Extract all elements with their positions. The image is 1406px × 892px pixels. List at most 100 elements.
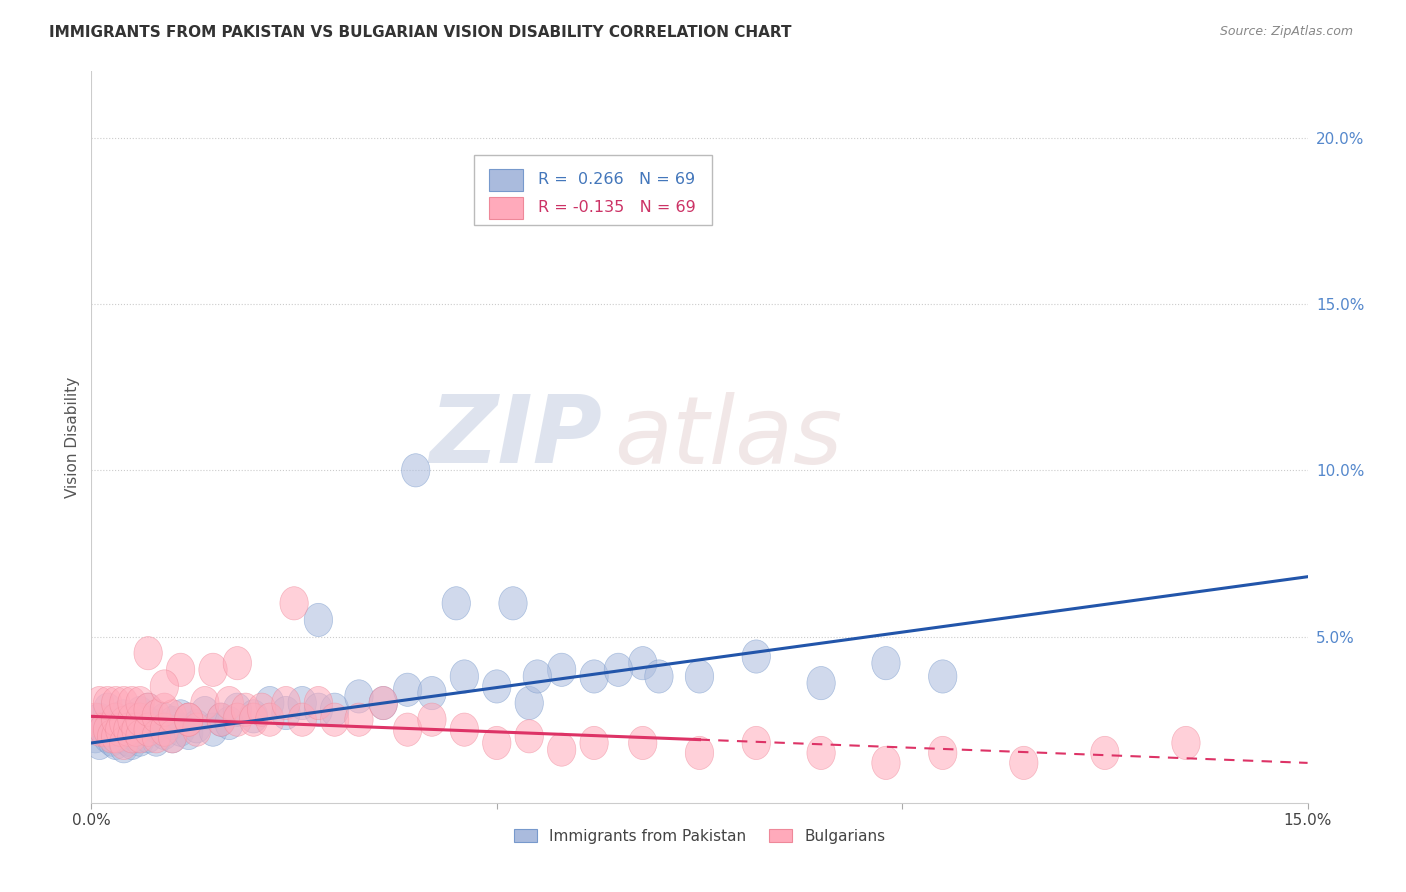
Ellipse shape [215, 706, 243, 739]
Ellipse shape [174, 703, 202, 736]
Ellipse shape [118, 703, 146, 736]
Ellipse shape [101, 703, 129, 736]
Ellipse shape [134, 693, 162, 726]
Ellipse shape [239, 703, 267, 736]
Y-axis label: Vision Disability: Vision Disability [65, 376, 80, 498]
Ellipse shape [82, 720, 110, 753]
Ellipse shape [579, 660, 609, 693]
Ellipse shape [105, 720, 134, 753]
Ellipse shape [402, 454, 430, 487]
Ellipse shape [441, 587, 471, 620]
Ellipse shape [872, 747, 900, 780]
Ellipse shape [127, 723, 155, 756]
Ellipse shape [742, 726, 770, 760]
Ellipse shape [418, 703, 446, 736]
Ellipse shape [134, 720, 162, 753]
Ellipse shape [90, 713, 118, 747]
Ellipse shape [523, 660, 551, 693]
Text: R =  0.266   N = 69: R = 0.266 N = 69 [537, 172, 695, 187]
Ellipse shape [101, 720, 129, 753]
Ellipse shape [1171, 726, 1201, 760]
Ellipse shape [110, 687, 138, 720]
Ellipse shape [231, 693, 260, 726]
Ellipse shape [101, 726, 129, 760]
Ellipse shape [191, 697, 219, 730]
Ellipse shape [928, 660, 957, 693]
Ellipse shape [872, 647, 900, 680]
Ellipse shape [928, 736, 957, 770]
Ellipse shape [247, 693, 276, 726]
Ellipse shape [394, 713, 422, 747]
Ellipse shape [93, 693, 122, 726]
Ellipse shape [224, 693, 252, 726]
Ellipse shape [288, 687, 316, 720]
Text: IMMIGRANTS FROM PAKISTAN VS BULGARIAN VISION DISABILITY CORRELATION CHART: IMMIGRANTS FROM PAKISTAN VS BULGARIAN VI… [49, 25, 792, 40]
Ellipse shape [159, 706, 187, 739]
Ellipse shape [198, 653, 228, 687]
Ellipse shape [645, 660, 673, 693]
Ellipse shape [1010, 747, 1038, 780]
Ellipse shape [207, 703, 235, 736]
Ellipse shape [271, 687, 299, 720]
Ellipse shape [127, 703, 155, 736]
Ellipse shape [174, 703, 202, 736]
Ellipse shape [174, 703, 202, 736]
Ellipse shape [82, 703, 110, 736]
Ellipse shape [90, 713, 118, 747]
Ellipse shape [191, 687, 219, 720]
FancyBboxPatch shape [489, 169, 523, 191]
Ellipse shape [394, 673, 422, 706]
Ellipse shape [807, 666, 835, 699]
Ellipse shape [114, 723, 142, 756]
Ellipse shape [166, 653, 195, 687]
Ellipse shape [150, 713, 179, 747]
Ellipse shape [579, 726, 609, 760]
Ellipse shape [370, 687, 398, 720]
Ellipse shape [134, 637, 162, 670]
Ellipse shape [127, 720, 155, 753]
Ellipse shape [174, 716, 202, 749]
Text: R = -0.135   N = 69: R = -0.135 N = 69 [537, 200, 696, 215]
Ellipse shape [114, 713, 142, 747]
Ellipse shape [134, 713, 162, 747]
Ellipse shape [224, 703, 252, 736]
Ellipse shape [304, 687, 333, 720]
Ellipse shape [110, 699, 138, 733]
Ellipse shape [101, 687, 129, 720]
Ellipse shape [166, 699, 195, 733]
Ellipse shape [547, 653, 576, 687]
Ellipse shape [86, 687, 114, 720]
Ellipse shape [159, 699, 187, 733]
Ellipse shape [256, 687, 284, 720]
Ellipse shape [256, 703, 284, 736]
Ellipse shape [628, 647, 657, 680]
Ellipse shape [515, 687, 543, 720]
Text: Source: ZipAtlas.com: Source: ZipAtlas.com [1219, 25, 1353, 38]
Ellipse shape [239, 699, 267, 733]
Ellipse shape [86, 713, 114, 747]
Ellipse shape [134, 706, 162, 739]
Ellipse shape [150, 716, 179, 749]
Ellipse shape [807, 736, 835, 770]
Ellipse shape [482, 726, 510, 760]
Ellipse shape [110, 726, 138, 760]
Ellipse shape [86, 726, 114, 760]
Ellipse shape [110, 730, 138, 763]
Ellipse shape [450, 660, 478, 693]
Ellipse shape [101, 703, 129, 736]
Ellipse shape [93, 687, 122, 720]
FancyBboxPatch shape [489, 197, 523, 219]
Ellipse shape [499, 587, 527, 620]
Ellipse shape [271, 697, 299, 730]
Ellipse shape [159, 720, 187, 753]
Ellipse shape [93, 713, 122, 747]
Ellipse shape [127, 710, 155, 743]
Ellipse shape [321, 703, 349, 736]
Ellipse shape [122, 720, 150, 753]
Ellipse shape [450, 713, 478, 747]
Ellipse shape [304, 693, 333, 726]
Ellipse shape [370, 687, 398, 720]
Ellipse shape [742, 640, 770, 673]
Ellipse shape [207, 703, 235, 736]
Ellipse shape [122, 713, 150, 747]
